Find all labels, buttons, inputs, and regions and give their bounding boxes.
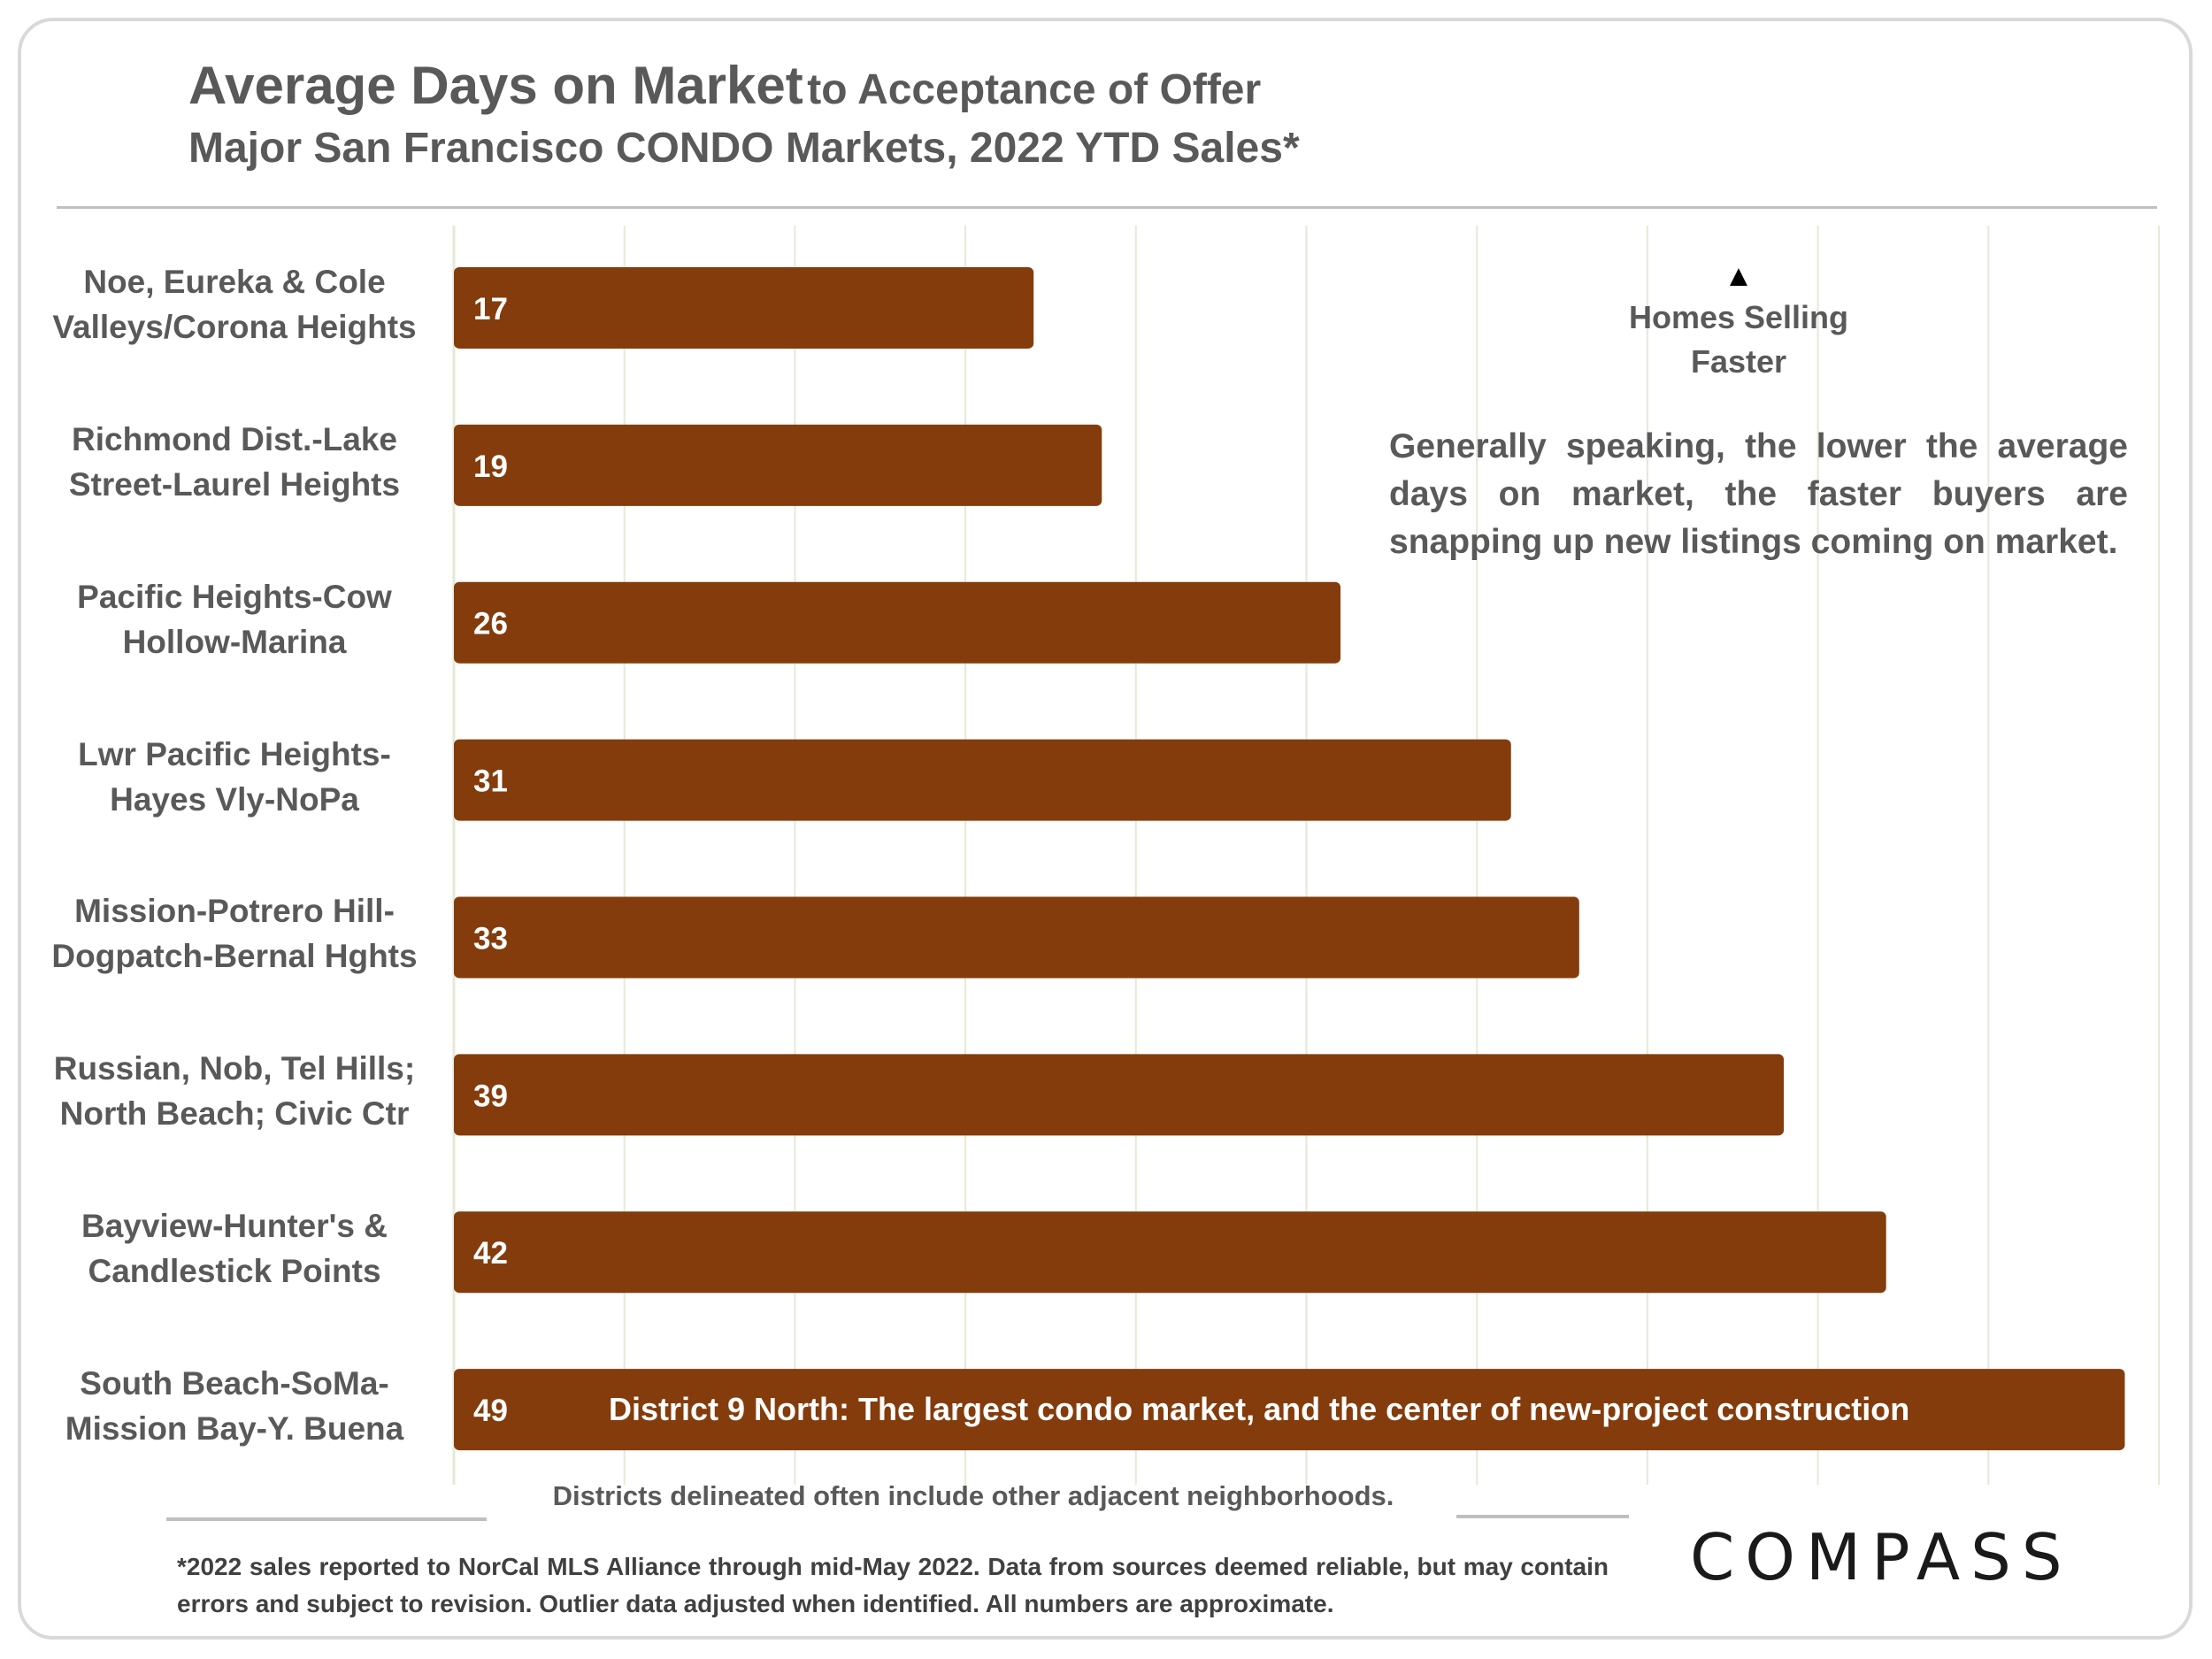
explanation-line-2: days on market, the faster buyers are [1389, 475, 2128, 513]
category-label-line: Dogpatch-Bernal Hghts [51, 938, 418, 975]
category-label: Noe, Eureka & Cole Valleys/Corona Heights [49, 259, 420, 349]
bar-annotation: District 9 North: The largest condo mark… [609, 1391, 1909, 1427]
category-label-line: Lwr Pacific Heights- [78, 735, 391, 772]
category-label: Russian, Nob, Tel Hills; North Beach; Civ… [49, 1046, 420, 1136]
bar [454, 266, 1034, 349]
category-label: South Beach-SoMa- Mission Bay-Y. Buena [49, 1361, 420, 1451]
data-label: 19 [473, 449, 508, 484]
category-label-line: Valleys/Corona Heights [52, 308, 417, 345]
explanation-text: Generally speaking, the lower the averag… [1389, 423, 2128, 566]
compass-logo: COMPASS [1690, 1520, 2073, 1594]
category-label-line: North Beach; Civic Ctr [59, 1095, 410, 1133]
title-divider [57, 206, 2157, 209]
data-label: 39 [473, 1079, 508, 1113]
bar [454, 424, 1102, 506]
category-label-line: Hollow-Marina [122, 623, 347, 660]
homes-selling-faster-note: ▲ Homes Selling Faster [1540, 257, 1938, 384]
bar [454, 1211, 1886, 1294]
faster-line-2: Faster [1690, 343, 1787, 380]
explanation-line-3: snapping up new listings coming on marke… [1389, 523, 2118, 561]
category-label: Pacific Heights-Cow Hollow-Marina [49, 574, 420, 664]
category-label-line: South Beach-SoMa- [80, 1365, 389, 1402]
category-label: Richmond Dist.-Lake Street-Laurel Heights [49, 417, 420, 507]
footer-rule-right [1456, 1515, 1629, 1518]
explanation-line-1: Generally speaking, the lower the averag… [1389, 427, 2128, 465]
chart-subtitle: Major San Francisco CONDO Markets, 2022 … [188, 125, 1300, 172]
category-label-line: Candlestick Points [88, 1253, 381, 1290]
bar-chart: 17 19 26 31 33 39 42 49 District 9 North: The la… [452, 226, 2160, 1485]
category-label-line: Street-Laurel Heights [68, 465, 401, 503]
bar [454, 1369, 2125, 1451]
bar [454, 896, 1579, 979]
bar [454, 581, 1341, 664]
chart-frame [18, 18, 2193, 1640]
footer-rule-left [166, 1517, 487, 1521]
data-label: 42 [473, 1236, 508, 1271]
category-label-line: Noe, Eureka & Cole [83, 263, 386, 300]
data-label: 31 [473, 764, 508, 799]
data-label: 26 [473, 607, 508, 641]
districts-note: Districts delineated often include other… [552, 1480, 1394, 1511]
up-arrow-icon: ▲ [1724, 259, 1754, 293]
footnote: *2022 sales reported to NorCal MLS Allia… [177, 1553, 1609, 1617]
title-main: Average Days on Market [188, 56, 803, 115]
category-label-line: Pacific Heights-Cow [77, 578, 392, 615]
bar [454, 1054, 1785, 1136]
chart-title: Average Days on Market to Acceptance of … [188, 55, 1261, 116]
data-label: 49 [473, 1394, 508, 1428]
category-label-line: Bayview-Hunter's & [81, 1208, 388, 1245]
category-label-line: Hayes Vly-NoPa [110, 780, 359, 818]
data-label: 17 [473, 292, 508, 326]
bar [454, 739, 1511, 821]
data-label: 33 [473, 921, 508, 956]
category-label: Mission-Potrero Hill- Dogpatch-Bernal Hgh… [49, 888, 420, 979]
category-label-line: Russian, Nob, Tel Hills; [53, 1050, 416, 1087]
category-label: Bayview-Hunter's & Candlestick Points [49, 1203, 420, 1294]
category-label-line: Mission-Potrero Hill- [74, 893, 395, 930]
category-label-line: Richmond Dist.-Lake [72, 420, 397, 457]
category-label-line: Mission Bay-Y. Buena [65, 1410, 404, 1448]
category-label: Lwr Pacific Heights- Hayes Vly-NoPa [49, 732, 420, 822]
faster-line-1: Homes Selling [1628, 299, 1849, 335]
title-suffix: to Acceptance of Offer [807, 66, 1262, 113]
